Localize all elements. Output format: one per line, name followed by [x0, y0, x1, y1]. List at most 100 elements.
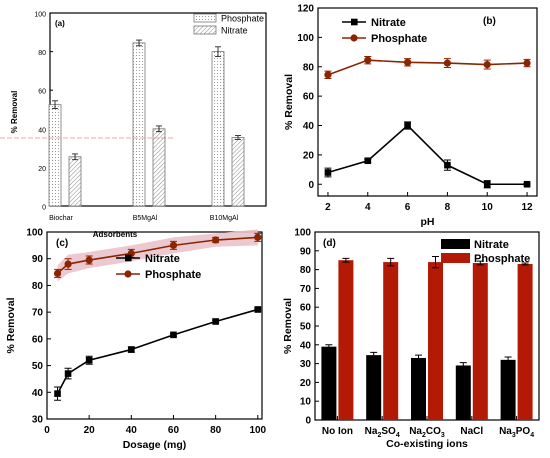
panel-d-y-tick-label: 70: [300, 284, 312, 295]
panel-d-bar-nitrate: [500, 359, 516, 420]
panel-a-bar-phosphate: [132, 42, 146, 207]
panel-d-error-bar: [325, 344, 333, 350]
panel-b-x-tick-label: 10: [482, 202, 494, 213]
panel-c-point-phosphate: [53, 269, 62, 278]
panel-b-y-tick-label: 80: [303, 62, 315, 73]
panel-b-y-axis-title: % Removal: [283, 74, 295, 130]
panel-a-error-bar: [136, 39, 142, 47]
panel-c-x-tick-label: 40: [126, 425, 138, 436]
panel-b-x-tick-label: 4: [365, 202, 371, 213]
panel-b-y-tick-label: 100: [297, 33, 314, 44]
panel-b-y-tick-label: 120: [297, 4, 314, 15]
panel-b-legend-marker: [351, 18, 358, 26]
panel-b-series-line-phosphate: [327, 59, 528, 76]
panel-d-y-tick-label: 80: [300, 265, 312, 276]
panel-c-x-tick-label: 0: [44, 425, 50, 436]
panel-b-panel-label: (b): [483, 16, 496, 27]
panel-c-panel-label: (c): [56, 238, 68, 249]
panel-c-y-tick-label: 90: [32, 254, 44, 265]
panel-c-plot-frame: [46, 231, 263, 420]
panel-c-x-tick-label: 60: [168, 425, 180, 436]
panel-c-y-tick-label: 30: [32, 415, 44, 426]
panel-c-x-axis-title: Dosage (mg): [123, 439, 187, 451]
panel-d-x-tick-label-part: PO: [516, 426, 531, 437]
panel-c-dosage-chart: 30 40 50 60 70 80 90 100 0 20 40 60 80 100 Nitrate Phos…: [5, 228, 267, 452]
panel-d-bar-nitrate: [411, 357, 426, 420]
panel-d-y-tick-label: 50: [300, 322, 312, 333]
panel-b-x-tick-label: 12: [521, 202, 533, 213]
panel-d-y-tick-label: 100: [294, 228, 311, 239]
panel-a-error-bar: [235, 135, 241, 140]
panel-a-adsorbents-chart: 0 20 40 60 80 100 Biochar B5MgAl B10MgAl Phosphat…: [0, 12, 267, 239]
panel-d-bar-nitrate: [455, 365, 471, 420]
panel-c-y-tick-label: 80: [32, 281, 44, 292]
panel-b-legend-label: Phosphate: [371, 33, 427, 45]
panel-a-bar-nitrate: [152, 128, 166, 207]
panel-d-x-tick-label: Na3PO4: [499, 426, 534, 439]
panel-d-x-tick-label-part: 3: [441, 432, 445, 439]
panel-d-bar-phosphate: [338, 260, 354, 420]
panel-b-point-phosphate: [523, 59, 531, 67]
panel-c-x-tick-label: 100: [249, 425, 266, 436]
panel-b-y-tick-label: 60: [303, 92, 315, 103]
panel-d-error-bar: [459, 362, 467, 369]
panel-b-series-line-nitrate: [327, 124, 528, 186]
panel-b-ph-chart: 0 20 40 60 80 100 120 2 4 6 8 10 12 Nitrate Phosphate (…: [283, 4, 538, 228]
panel-a-legend-label: Phosphate: [221, 14, 264, 24]
panel-c-x-tick-label: 80: [210, 425, 222, 436]
panel-d-error-bar: [504, 356, 512, 364]
panel-d-y-tick-label: 90: [300, 246, 312, 257]
panel-a-legend-swatch-nitrate: [193, 25, 217, 35]
panel-c-series-line-nitrate: [56, 308, 259, 394]
panel-d-legend-label: Phosphate: [474, 253, 530, 265]
panel-d-legend-swatch-phosphate: [441, 253, 470, 263]
panel-d-x-tick-label: Na2SO4: [365, 426, 400, 439]
panel-c-point-nitrate: [64, 370, 72, 377]
panel-a-legend-label: Nitrate: [221, 26, 248, 36]
panel-c-point-nitrate: [254, 306, 262, 313]
panel-d-error-bar: [476, 260, 484, 266]
panel-d-y-tick-label: 60: [300, 303, 312, 314]
panel-c-legend-marker: [124, 270, 132, 278]
panel-b-legend-marker: [350, 34, 358, 42]
panel-b-plot-frame: [317, 7, 538, 197]
panel-b-x-axis-title: pH: [421, 216, 435, 228]
panel-d-error-bar: [370, 351, 378, 359]
panel-d-panel-label: (d): [323, 238, 336, 249]
panel-d-error-bar: [342, 257, 350, 263]
panel-c-legend-label: Phosphate: [145, 269, 201, 281]
panel-d-x-tick-label: NaCl: [460, 426, 483, 437]
panel-d-y-tick-label: 20: [300, 378, 312, 389]
panel-a-bar-phosphate: [48, 104, 62, 207]
panel-a-legend-swatch-phosphate: [193, 13, 217, 23]
panel-c-y-tick-label: 100: [26, 228, 43, 239]
panel-d-bar-phosphate: [517, 263, 533, 420]
panel-d-bar-nitrate: [366, 355, 382, 420]
panel-c-y-tick-label: 50: [32, 361, 44, 372]
panel-b-point-phosphate: [364, 56, 372, 64]
panel-d-legend-swatch-nitrate: [441, 239, 470, 249]
panel-b-x-tick-label: 6: [405, 202, 411, 213]
panel-d-bar-phosphate: [383, 262, 399, 420]
panel-c-point-nitrate: [170, 331, 177, 339]
panel-b-x-tick-label: 8: [445, 202, 451, 213]
panel-c-y-tick-label: 60: [32, 334, 44, 345]
panel-c-y-axis-title: % Removal: [5, 297, 17, 353]
panel-c-point-phosphate: [254, 233, 262, 241]
panel-a-x-tick-label: Biochar: [49, 215, 73, 222]
panel-b-point-phosphate: [443, 59, 452, 67]
panel-a-bar-nitrate: [68, 156, 82, 207]
panel-d-x-tick-label-part: Na: [409, 426, 422, 437]
panel-c-y-tick-label: 70: [32, 308, 44, 319]
panel-d-x-tick-label-part: 2: [377, 432, 381, 439]
panel-d-x-tick-label-part: 4: [396, 432, 400, 439]
panel-b-point-nitrate: [324, 169, 332, 176]
panel-a-y-tick-label: 0: [42, 205, 46, 212]
panel-a-y-tick-label: 80: [38, 50, 46, 57]
panel-b-legend-label: Nitrate: [371, 17, 406, 29]
panel-b-y-tick-label: 40: [303, 121, 315, 132]
panel-d-x-tick-label-part: NaCl: [460, 426, 483, 437]
panel-d-x-tick-label: No Ion: [322, 426, 353, 437]
panel-a-bar-phosphate: [211, 51, 225, 207]
